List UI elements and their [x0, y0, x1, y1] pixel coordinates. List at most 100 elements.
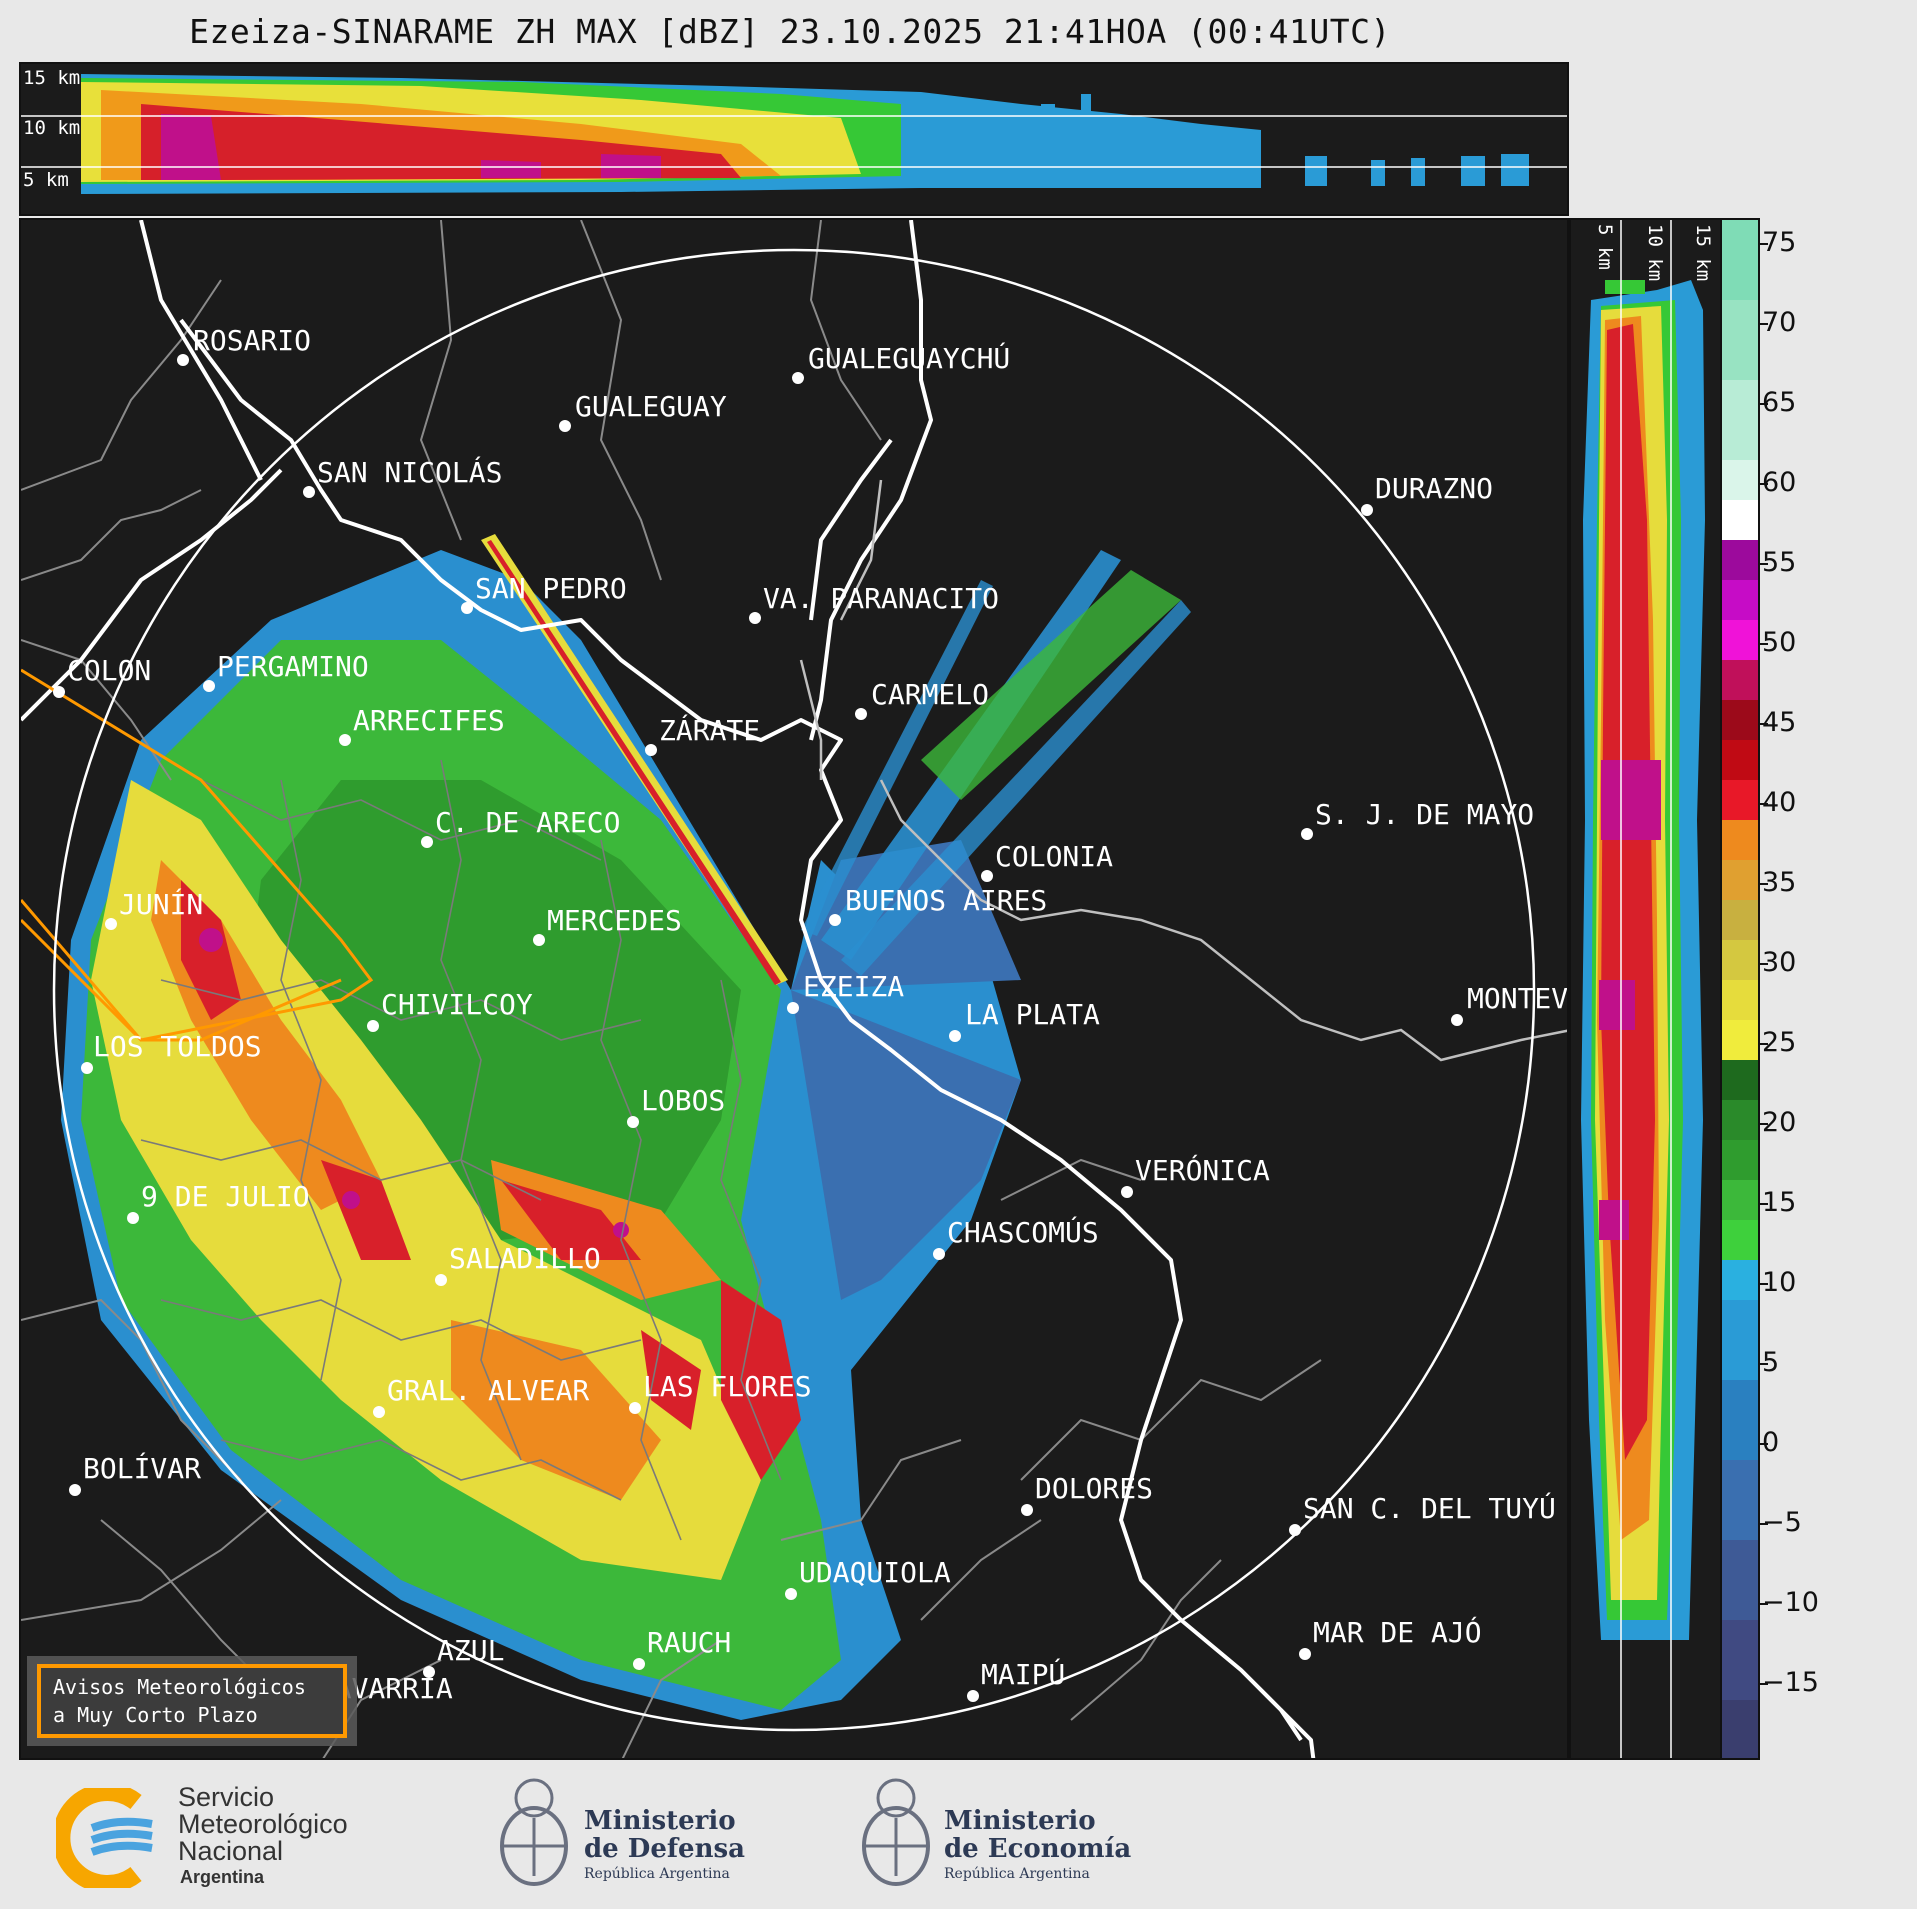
city-marker [933, 1248, 945, 1260]
colorbar-tick: 75 [1762, 227, 1797, 258]
colorbar-tickmark [1760, 643, 1768, 645]
city-marker [785, 1588, 797, 1600]
city-marker [53, 686, 65, 698]
city-marker [645, 744, 657, 756]
side-profile-plot: 5 km 10 km 15 km [1581, 220, 1714, 1758]
city-marker [829, 914, 841, 926]
colorbar-tickmark [1760, 403, 1768, 405]
city-label: CHASCOMÚS [947, 1215, 1099, 1249]
smn-name-line-4: Argentina [180, 1867, 265, 1887]
colorbar-tickmark [1760, 1123, 1768, 1125]
city-marker [949, 1030, 961, 1042]
defensa-line-2: de Defensa [584, 1834, 745, 1864]
city-marker [533, 934, 545, 946]
city-label: ZÁRATE [659, 713, 760, 747]
city-label: VA. PARANACITO [763, 582, 999, 615]
smn-name-line-2: Meteorológico [178, 1809, 348, 1839]
colorbar-tick: 70 [1762, 307, 1797, 338]
city-marker [1121, 1186, 1133, 1198]
city-marker [1289, 1524, 1301, 1536]
top-profile-plot: 15 km 10 km 5 km [21, 67, 1567, 194]
city-marker [81, 1062, 93, 1074]
city-marker [633, 1658, 645, 1670]
colorbar-tick: 20 [1762, 1107, 1797, 1138]
city-label: ARRECIFES [353, 704, 505, 737]
city-marker [105, 918, 117, 930]
colorbar-tick: 30 [1762, 947, 1797, 978]
top-height-profile: 15 km 10 km 5 km [19, 62, 1569, 216]
radar-echoes [61, 534, 1191, 1720]
city-marker [749, 612, 761, 624]
colorbar-tick: −5 [1762, 1507, 1802, 1538]
city-label: BUENOS AIRES [845, 884, 1047, 917]
uruguay-coast [799, 479, 1567, 1062]
colorbar-tickmark [1760, 723, 1768, 725]
city-label: LOS TOLDOS [93, 1030, 262, 1063]
colorbar [1720, 218, 1760, 1760]
smn-name-line-3: Nacional [178, 1836, 284, 1866]
city-marker [203, 680, 215, 692]
city-marker [367, 1020, 379, 1032]
city-label: CARMELO [871, 678, 989, 711]
page-title: Ezeiza-SINARAME ZH MAX [dBZ] 23.10.2025 … [189, 12, 1391, 51]
city-label: LA PLATA [965, 998, 1100, 1031]
colorbar-tickmark [1760, 963, 1768, 965]
economia-line-1: Ministerio [944, 1806, 1096, 1836]
radar-map: ROSARIO GUALEGUAYCHÚ GUALEGUAY SAN NICOL… [19, 218, 1569, 1760]
colorbar-tick: 15 [1762, 1187, 1797, 1218]
city-marker [303, 486, 315, 498]
city-label: S. J. DE MAYO [1315, 798, 1534, 831]
city-label: DURAZNO [1375, 472, 1493, 505]
colorbar-tickmark [1760, 243, 1768, 245]
city-marker [792, 372, 804, 384]
city-marker [423, 1666, 435, 1678]
colorbar-tickmark [1760, 1443, 1768, 1445]
city-label: MAR DE AJÓ [1313, 1615, 1482, 1649]
colorbar-tickmark [1760, 1283, 1768, 1285]
alert-line-2: a Muy Corto Plazo [53, 1703, 258, 1727]
colorbar-tickmark [1760, 1523, 1768, 1525]
city-markers [53, 354, 1463, 1716]
colorbar-tick: 0 [1762, 1427, 1780, 1458]
city-label: GUALEGUAY [575, 390, 727, 423]
colorbar-tick: 35 [1762, 867, 1797, 898]
defensa-line-3: República Argentina [584, 1866, 730, 1882]
alert-box: Avisos Meteorológicos a Muy Corto Plazo [27, 1656, 357, 1746]
city-marker [1021, 1504, 1033, 1516]
colorbar-tickmark [1760, 323, 1768, 325]
side-height-label-5: 5 km [1594, 224, 1616, 270]
city-marker [787, 1002, 799, 1014]
side-height-label-15: 15 km [1692, 224, 1714, 281]
coastline [21, 220, 1316, 1758]
city-marker [339, 734, 351, 746]
city-label: VERÓNICA [1135, 1153, 1270, 1187]
colorbar-scale [1722, 220, 1758, 1758]
city-label: ROSARIO [193, 324, 311, 357]
top-height-label-15: 15 km [23, 67, 80, 89]
city-label: AZUL [437, 1634, 504, 1667]
warning-polygons [21, 668, 374, 1042]
city-label: BOLÍVAR [83, 1451, 201, 1485]
city-marker [629, 1402, 641, 1414]
city-label: SAN PEDRO [475, 572, 627, 605]
defensa-line-1: Ministerio [584, 1806, 736, 1836]
colorbar-tickmark [1760, 803, 1768, 805]
smn-name-line-1: Servicio [178, 1782, 275, 1812]
city-label: GUALEGUAYCHÚ [808, 341, 1010, 375]
city-marker [1451, 1014, 1463, 1026]
city-label: MONTEVIDEO [1467, 982, 1569, 1015]
district-boundaries [140, 759, 782, 1541]
city-label: C. DE ARECO [435, 806, 620, 839]
city-label: GRAL. ALVEAR [387, 1374, 589, 1407]
city-marker [177, 354, 189, 366]
colorbar-tick: 10 [1762, 1267, 1797, 1298]
city-marker [967, 1690, 979, 1702]
city-label: PERGAMINO [217, 650, 369, 683]
radar-map-plot: ROSARIO GUALEGUAYCHÚ GUALEGUAY SAN NICOL… [21, 220, 1569, 1758]
colorbar-tickmark [1760, 883, 1768, 885]
city-label: SAN C. DEL TUYÚ [1303, 1491, 1556, 1525]
city-marker [461, 602, 473, 614]
footer: Servicio Meteorológico Nacional Argentin… [0, 1760, 1917, 1909]
colorbar-tick: 45 [1762, 707, 1797, 738]
city-marker [69, 1484, 81, 1496]
